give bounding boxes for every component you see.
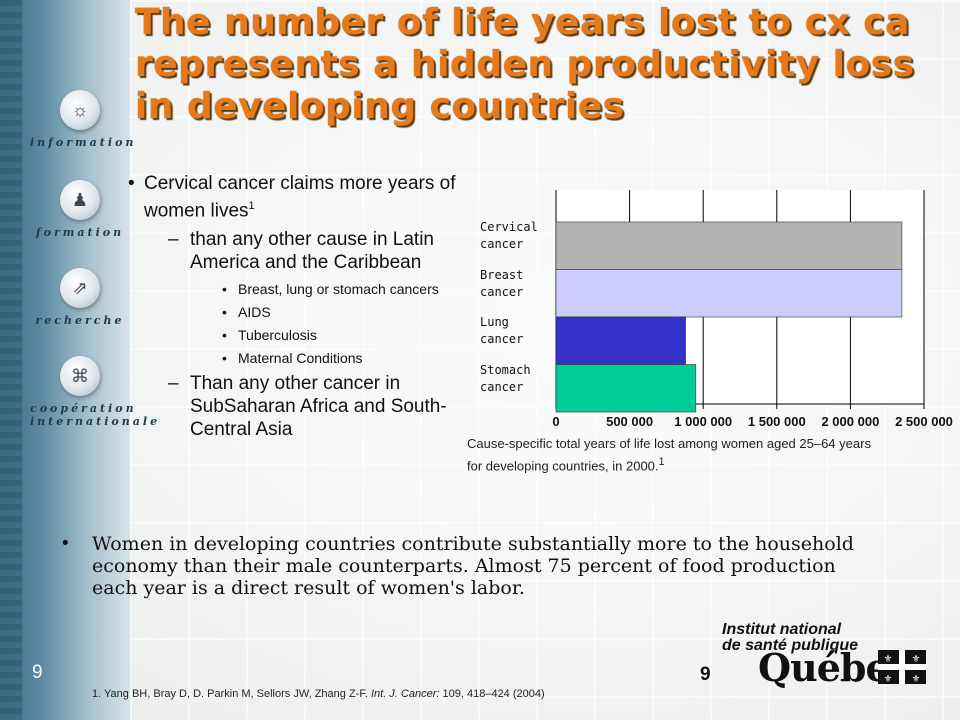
x-tick-label: 2 000 000 <box>821 414 880 429</box>
svg-text:⚜: ⚜ <box>884 654 893 665</box>
logo-line-1: Institut national <box>722 621 842 638</box>
category-label: Breast cancer <box>480 267 560 301</box>
page-number-left: 9 <box>32 662 43 683</box>
sidebar-stripe <box>0 0 22 720</box>
bar-lung-cancer <box>555 316 686 365</box>
sub-bullet-latin-america: than any other cause in Latin America an… <box>118 228 458 274</box>
bar-breast-cancer <box>555 269 903 318</box>
sidebar-item-information[interactable]: ☼ information <box>30 90 137 149</box>
sub-sub-bullet: Tuberculosis <box>118 327 458 343</box>
bullet-main: Cervical cancer claims more years of wom… <box>118 172 458 222</box>
sub-sub-bullet: Breast, lung or stomach cancers <box>118 281 458 297</box>
x-tick-label: 1 000 000 <box>674 414 733 429</box>
chart-caption-text: Cause-specific total years of life lost … <box>467 436 871 474</box>
research-chart-icon: ⇗ <box>60 268 100 308</box>
x-tick-label: 500 000 <box>606 414 654 429</box>
footnote-journal: Int. J. Cancer: <box>370 688 440 700</box>
svg-text:⚜: ⚜ <box>884 674 893 684</box>
sub-sub-bullet: AIDS <box>118 304 458 320</box>
bullet-main-text: Cervical cancer claims more years of wom… <box>144 173 456 222</box>
category-label-line: cancer <box>480 284 524 299</box>
cooperation-icon: ⌘ <box>60 356 100 396</box>
sidebar-item-cooperation[interactable]: ⌘ coopération internationale <box>30 356 161 428</box>
sidebar-item-label: recherche <box>35 314 125 327</box>
sidebar-item-formation[interactable]: ♟ formation <box>30 180 130 239</box>
category-label-line: Lung <box>480 315 509 329</box>
category-label: Stomach cancer <box>480 362 560 396</box>
footnote-details: 109, 418–424 (2004) <box>442 688 545 700</box>
page-number-right: 9 <box>700 664 711 685</box>
sidebar-item-label: coopération internationale <box>30 402 161 428</box>
footnote-authors: 1. Yang BH, Bray D, D. Parkin M, Sellors… <box>92 688 368 700</box>
category-label: Cervical cancer <box>480 219 560 253</box>
x-tick-label: 0 <box>552 414 560 429</box>
quebec-flag-icon: ⚜ ⚜ ⚜ ⚜ <box>878 650 926 684</box>
category-label-line: Cervical <box>480 220 538 234</box>
svg-text:⚜: ⚜ <box>912 674 921 684</box>
body-paragraph: Women in developing countries contribute… <box>58 533 882 599</box>
sidebar-item-label: formation <box>35 226 125 239</box>
bar-stomach-cancer <box>555 364 697 413</box>
sub-bullet-africa-asia: Than any other cancer in SubSaharan Afri… <box>118 372 458 441</box>
svg-text:⚜: ⚜ <box>912 654 921 665</box>
x-tick-label: 2 500 000 <box>895 414 953 429</box>
chart-caption: Cause-specific total years of life lost … <box>467 435 887 475</box>
bar-cervical-cancer <box>555 221 903 270</box>
caption-footnote-ref: 1 <box>658 456 665 468</box>
category-label-line: Breast <box>480 267 524 282</box>
logo-line-2: de santé publique <box>722 637 859 654</box>
category-label-line: cancer <box>480 379 524 394</box>
inspq-logo: Institut national de santé publique Québ… <box>722 622 942 692</box>
slide-title: The number of life years lost to cx ca r… <box>135 2 915 127</box>
footnote: 1. Yang BH, Bray D, D. Parkin M, Sellors… <box>92 688 545 700</box>
formation-icon: ♟ <box>60 180 100 220</box>
category-label-line: cancer <box>480 237 524 251</box>
bar-chart: Cervical cancer Breast cancer Lung cancer Stom… <box>470 186 960 432</box>
sub-sub-bullet: Maternal Conditions <box>118 350 458 366</box>
bullet-list: Cervical cancer claims more years of wom… <box>118 172 458 441</box>
information-icon: ☼ <box>60 90 100 130</box>
sidebar-item-recherche[interactable]: ⇗ recherche <box>30 268 130 327</box>
category-label-line: Stomach <box>480 362 531 377</box>
category-label-line: cancer <box>480 332 524 346</box>
chart-canvas <box>555 190 925 413</box>
footnote-ref: 1 <box>248 200 255 212</box>
x-tick-label: 1 500 000 <box>747 414 806 429</box>
sidebar-item-label: information <box>30 136 137 149</box>
sidebar: ☼ information ♟ formation ⇗ recherche ⌘ … <box>0 0 161 720</box>
category-label: Lung cancer <box>480 314 560 348</box>
